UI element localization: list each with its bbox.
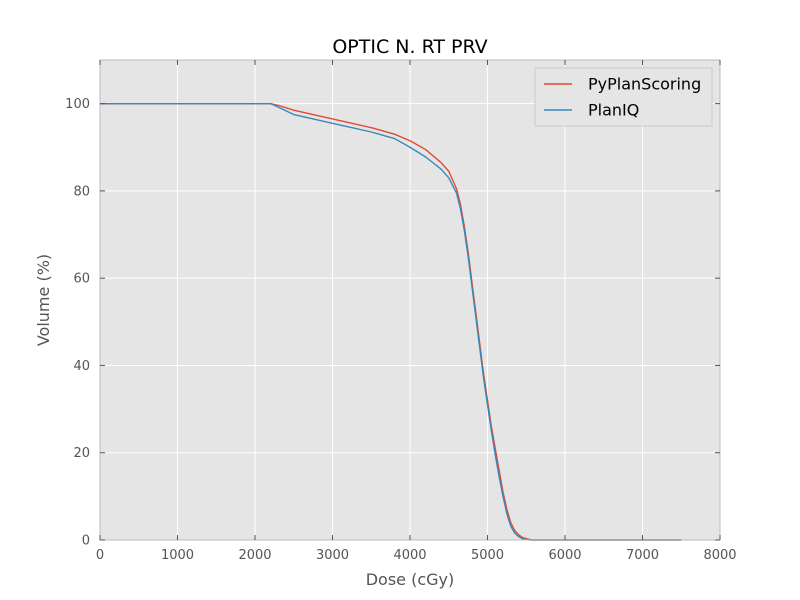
legend-label-pyplanscoring: PyPlanScoring	[588, 75, 701, 94]
x-tick-label-1000: 1000	[161, 548, 194, 563]
x-tick-label-2000: 2000	[238, 548, 271, 563]
legend-box	[534, 67, 713, 127]
chart-title: OPTIC N. RT PRV	[332, 36, 487, 58]
legend: PyPlanScoring PlanIQ	[534, 67, 713, 127]
x-tick-label-7000: 7000	[626, 548, 659, 563]
axis-ticks: 0 1000 2000 3000 4000 5000 6000 7000 8000 0 20 40 60…	[65, 60, 737, 563]
y-tick-label-0: 0	[82, 534, 90, 549]
y-tick-label-40: 40	[73, 359, 90, 374]
legend-label-planiq: PlanIQ	[588, 101, 639, 120]
x-tick-label-6000: 6000	[548, 548, 581, 563]
x-tick-label-4000: 4000	[393, 548, 426, 563]
x-tick-label-8000: 8000	[703, 548, 736, 563]
y-tick-label-60: 60	[73, 272, 90, 287]
y-tick-label-100: 100	[65, 97, 90, 112]
x-tick-label-0: 0	[96, 548, 104, 563]
x-tick-label-5000: 5000	[471, 548, 504, 563]
y-axis-label: Volume (%)	[34, 254, 53, 346]
y-tick-label-80: 80	[73, 184, 90, 199]
y-tick-label-20: 20	[73, 446, 90, 461]
x-tick-label-3000: 3000	[316, 548, 349, 563]
x-axis-label: Dose (cGy)	[366, 570, 455, 589]
